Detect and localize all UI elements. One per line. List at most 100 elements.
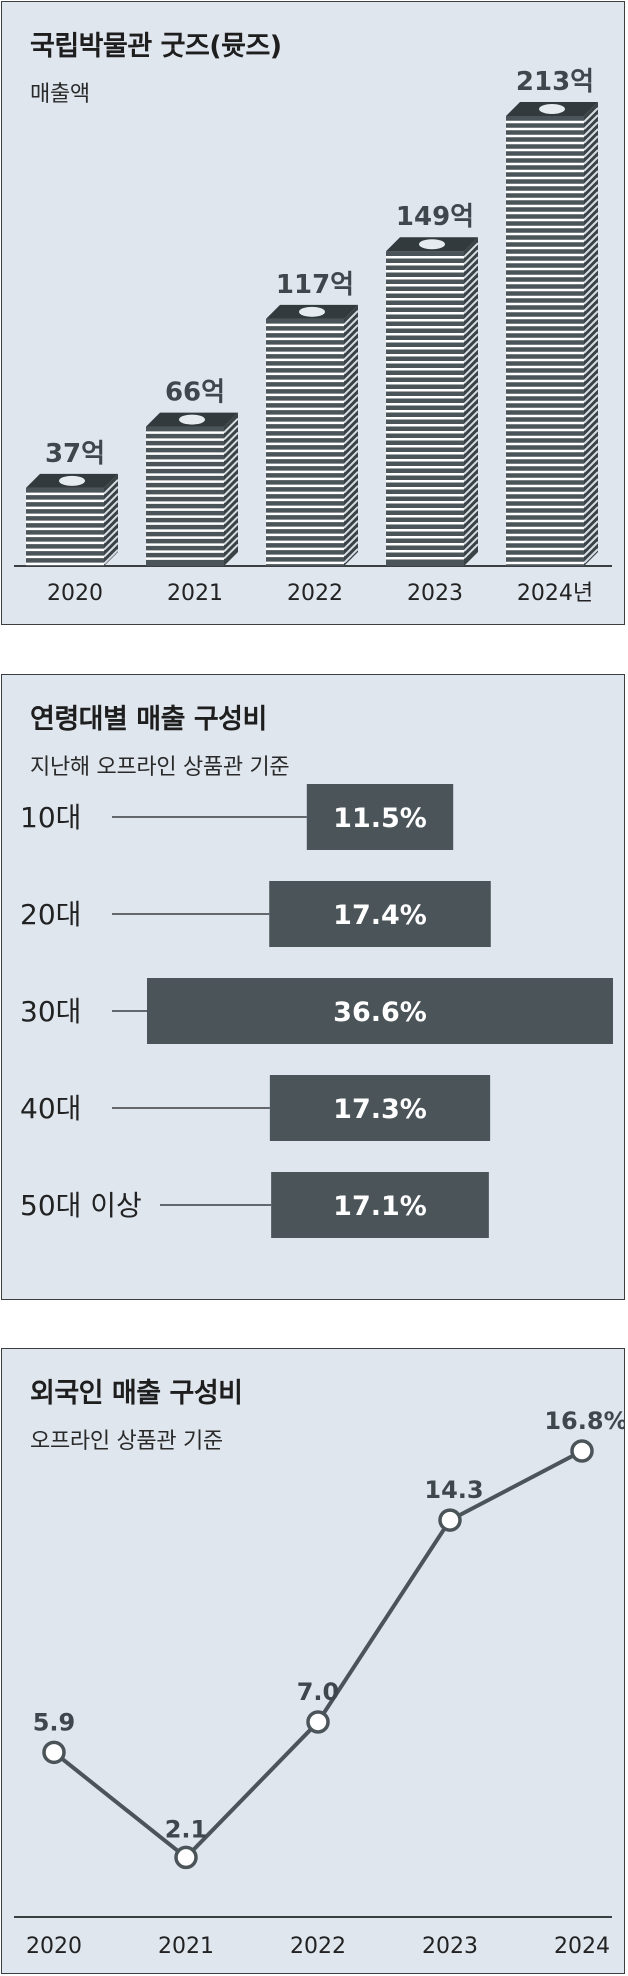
age-share-chart: 10대 11.5% 20대 17.4% 30대 36.6% 40대 17.3% 50대 이상 17… <box>20 784 613 1238</box>
hbar-50대 이상 <box>160 1172 489 1238</box>
foreign-share-chart: 5.9 2020 2.1 2021 7.0 2022 14.3 2023 16.8% 2024 <box>14 1407 624 1959</box>
bar-stripe <box>343 471 359 487</box>
bar-stripe <box>223 480 239 497</box>
bar-stripe <box>583 303 599 319</box>
bar-stripe <box>463 473 479 489</box>
bar-2023 <box>386 237 479 566</box>
bar-2021 <box>146 412 239 566</box>
bar-stripe <box>463 459 479 475</box>
bar-stripe <box>103 549 119 565</box>
bar-stripe <box>583 296 599 312</box>
x-tick-label: 2020 <box>47 581 103 606</box>
value-label: 149억 <box>396 202 474 232</box>
bar-stripe <box>583 345 599 361</box>
bar-stripe <box>583 282 599 298</box>
bar-stripe <box>583 429 599 445</box>
bar-stripe <box>583 492 599 508</box>
bar-stripe <box>463 452 479 468</box>
data-point <box>570 1439 594 1463</box>
value-label: 117억 <box>276 270 354 300</box>
bar-stripe <box>583 289 599 305</box>
bar-stripe <box>463 284 479 300</box>
bar-stripe <box>583 520 599 536</box>
bar-stripe <box>103 542 119 558</box>
bar-stripe <box>583 450 599 466</box>
bar-stripe <box>463 354 479 370</box>
value-label: 2.1 <box>165 1815 208 1843</box>
bar-stripe <box>583 331 599 347</box>
bar-stripe <box>343 548 359 564</box>
coin-icon <box>59 475 85 486</box>
x-tick-label: 2021 <box>158 1934 214 1959</box>
foreign-share-panel: 외국인 매출 구성비 오프라인 상품관 기준 5.9 2020 2.1 2021 7.0… <box>1 1348 625 1974</box>
bar-stripe <box>583 324 599 340</box>
data-point <box>306 1710 330 1734</box>
data-point <box>174 1845 198 1870</box>
bar-stripe <box>463 501 479 517</box>
bar-stripe <box>343 450 359 466</box>
bar-stripe <box>343 345 359 361</box>
bar-stripe <box>463 410 479 426</box>
bar-stripe <box>583 513 599 529</box>
bar-stripe <box>223 515 239 532</box>
bar-stripe <box>463 417 479 433</box>
hbar <box>269 881 491 947</box>
bar-stripe <box>463 333 479 349</box>
coin-icon <box>299 306 325 317</box>
bar-stripe <box>463 508 479 524</box>
bar-stripe <box>583 387 599 403</box>
x-tick-label: 2024년 <box>517 581 593 606</box>
bar-stripe <box>343 373 359 389</box>
bar-stripe <box>583 401 599 417</box>
coin-icon <box>179 414 205 425</box>
goods-sales-title: 국립박물관 굿즈(뮷즈) <box>30 31 282 62</box>
bar-stripe <box>343 366 359 382</box>
coin-icon <box>539 104 565 114</box>
age-share-title: 연령대별 매출 구성비 <box>30 704 267 735</box>
bar-stripe <box>583 170 599 186</box>
bar-stripe <box>583 261 599 277</box>
bar-stripe <box>463 403 479 419</box>
bar-stripe <box>463 242 479 258</box>
bar-stripe <box>343 520 359 536</box>
bar-stripe <box>583 485 599 501</box>
hbar <box>306 784 454 850</box>
x-tick-label: 2023 <box>422 1934 478 1959</box>
bar-stripe <box>463 466 479 482</box>
bar-stripe <box>583 499 599 515</box>
bar-stripe <box>223 487 239 504</box>
bar-stripe <box>583 457 599 473</box>
bar-stripe <box>103 521 119 537</box>
bar-stripe <box>463 445 479 461</box>
bar-stripe <box>583 548 599 564</box>
value-label: 16.8% <box>544 1407 624 1435</box>
bar-stripe <box>463 522 479 538</box>
bar-stripe <box>103 514 119 530</box>
bar-stripe <box>343 408 359 424</box>
bar-stripe <box>103 479 119 495</box>
bar-stripe <box>343 394 359 410</box>
bar-stripe <box>583 219 599 235</box>
value-label: 37억 <box>45 439 105 469</box>
bar-stripe <box>343 499 359 515</box>
bar-stripe <box>583 506 599 522</box>
category-label: 20대 <box>20 898 81 931</box>
bar-stripe <box>223 501 239 518</box>
value-label: 5.9 <box>33 1708 76 1736</box>
bar-stripe <box>583 268 599 284</box>
bar-stripe <box>343 401 359 417</box>
bar-stripe <box>583 534 599 550</box>
bar-stripe <box>583 338 599 354</box>
bar-stripe <box>223 452 239 469</box>
bar-stripe <box>103 528 119 544</box>
bar-stripe <box>463 256 479 272</box>
bar-stripe <box>343 436 359 452</box>
goods-sales-chart: 37억 2020 66억 2021 117억 2022 149억 2023 213억 2024년 <box>14 67 612 606</box>
bar-stripe <box>463 543 479 559</box>
bar-stripe <box>463 340 479 356</box>
hbar <box>147 978 613 1044</box>
data-point <box>42 1740 66 1765</box>
bar-stripe <box>223 445 239 462</box>
bar-stripe <box>583 254 599 270</box>
value-label: 17.4% <box>333 900 427 931</box>
